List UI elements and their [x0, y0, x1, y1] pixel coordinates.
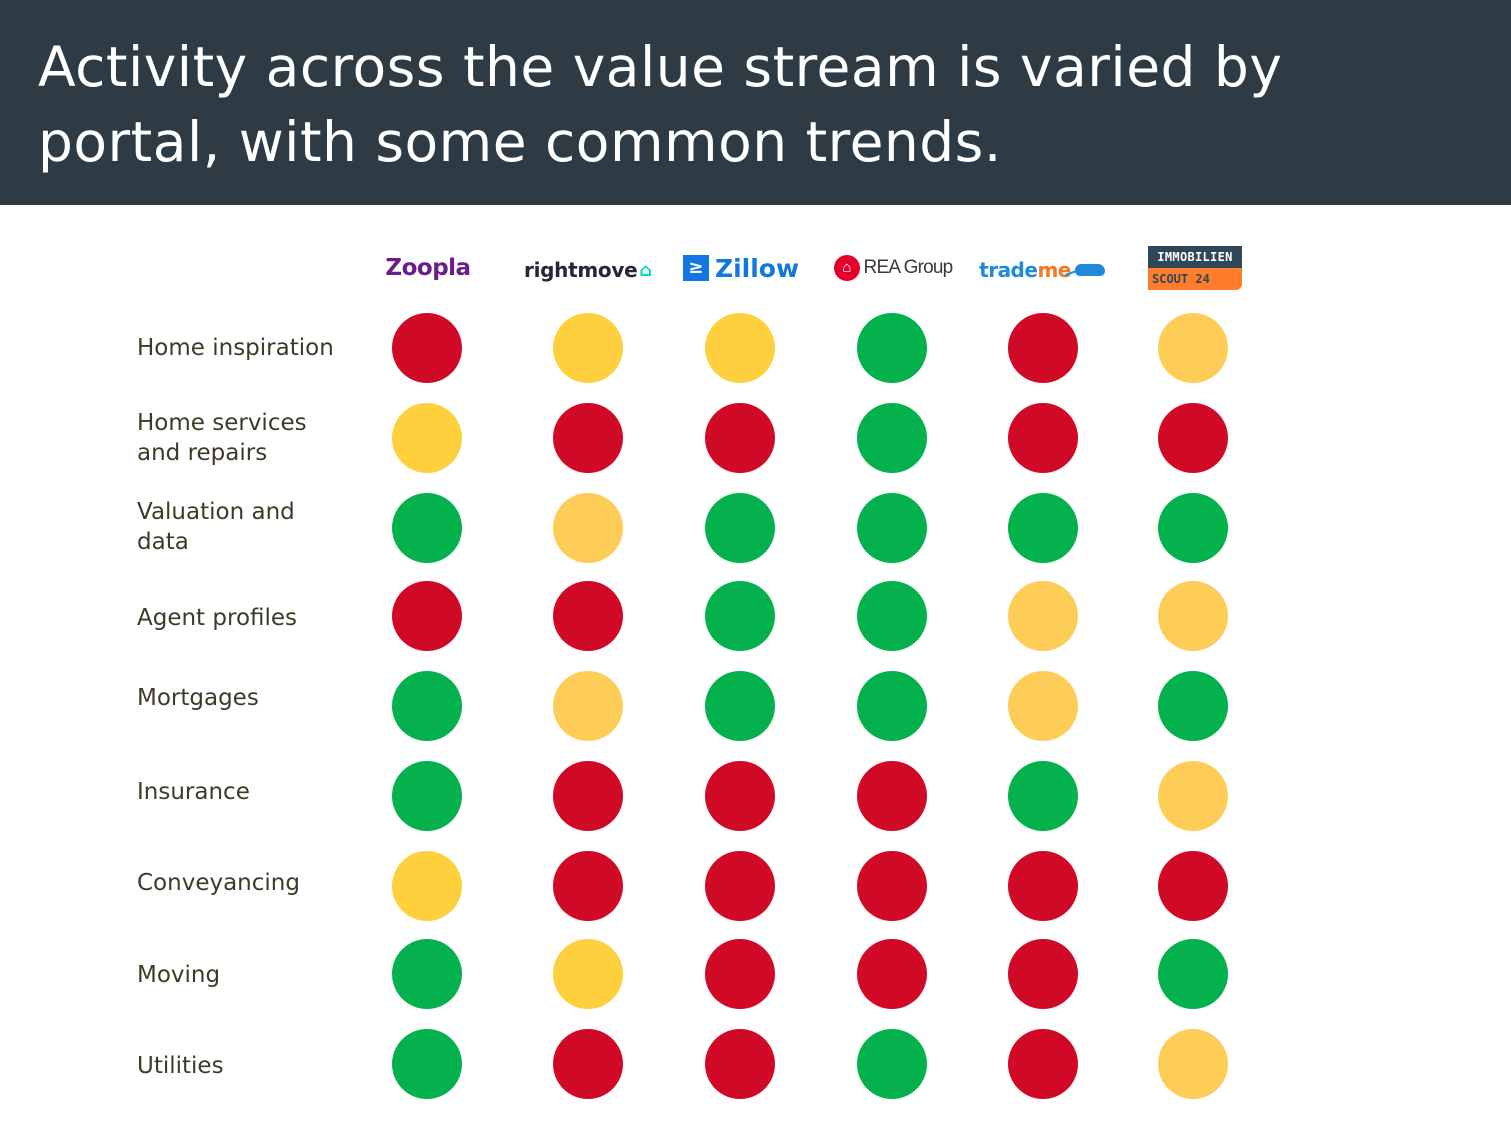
logo-trademe: trade me: [972, 250, 1112, 290]
status-dot-red: [857, 851, 927, 921]
status-dot-red: [705, 761, 775, 831]
status-dot-light-yellow: [1008, 671, 1078, 741]
status-dot-green: [392, 671, 462, 741]
house-icon: ⌂: [639, 259, 652, 281]
row-label: Mortgages: [137, 685, 259, 711]
status-dot-light-yellow: [1158, 313, 1228, 383]
status-dot-green: [705, 493, 775, 563]
status-dot-red: [705, 403, 775, 473]
status-dot-red: [553, 851, 623, 921]
logo-immo-bottom-text: SCOUT 24: [1148, 268, 1242, 290]
status-dot-light-yellow: [1008, 581, 1078, 651]
status-dot-green: [857, 1029, 927, 1099]
status-dot-red: [857, 939, 927, 1009]
zillow-mark-icon: ≥: [682, 255, 709, 281]
status-dot-green: [1008, 761, 1078, 831]
status-dot-red: [553, 761, 623, 831]
status-dot-red: [705, 939, 775, 1009]
status-dot-red: [1008, 851, 1078, 921]
status-dot-red: [1008, 403, 1078, 473]
status-dot-light-yellow: [1158, 581, 1228, 651]
status-dot-red: [857, 761, 927, 831]
status-dot-red: [553, 403, 623, 473]
status-dot-green: [1158, 493, 1228, 563]
status-dot-green: [857, 403, 927, 473]
page-title: Activity across the value stream is vari…: [38, 35, 1283, 174]
status-dot-light-yellow: [553, 493, 623, 563]
status-dot-red: [392, 313, 462, 383]
logo-zillow-text: Zillow: [714, 253, 800, 283]
status-dot-red: [553, 1029, 623, 1099]
logo-zoopla: Zoopla: [378, 248, 478, 288]
row-label: Valuation and data: [137, 499, 295, 555]
status-dot-green: [392, 493, 462, 563]
status-dot-light-yellow: [553, 671, 623, 741]
status-dot-red: [553, 581, 623, 651]
status-dot-yellow: [553, 313, 623, 383]
logo-rightmove-text: rightmove: [524, 258, 638, 282]
status-dot-green: [392, 761, 462, 831]
status-dot-green: [857, 671, 927, 741]
status-dot-green: [1158, 671, 1228, 741]
logo-immo-top-text: IMMOBILIEN: [1148, 246, 1242, 268]
row-label: Home inspiration: [137, 335, 334, 361]
status-dot-red: [705, 851, 775, 921]
row-label: Insurance: [137, 779, 250, 805]
row-label: Conveyancing: [137, 870, 300, 896]
row-label: Home services and repairs: [137, 410, 307, 466]
status-dot-green: [1008, 493, 1078, 563]
status-dot-red: [705, 1029, 775, 1099]
status-dot-yellow: [392, 403, 462, 473]
kiwi-icon: [1074, 264, 1105, 276]
status-dot-red: [1158, 851, 1228, 921]
logo-rightmove: rightmove ⌂: [512, 250, 664, 290]
row-label: Utilities: [137, 1053, 224, 1079]
status-dot-red: [1008, 939, 1078, 1009]
status-dot-green: [857, 493, 927, 563]
status-dot-yellow: [553, 939, 623, 1009]
status-dot-green: [857, 313, 927, 383]
status-dot-green: [392, 1029, 462, 1099]
logo-trademe-text: trade: [979, 258, 1038, 282]
logo-zoopla-text: Zoopla: [385, 255, 471, 281]
status-dot-green: [705, 581, 775, 651]
status-dot-yellow: [705, 313, 775, 383]
status-dot-green: [392, 939, 462, 1009]
status-dot-red: [1008, 1029, 1078, 1099]
status-dot-red: [1158, 403, 1228, 473]
header-bar: Activity across the value stream is vari…: [0, 0, 1511, 205]
row-label: Moving: [137, 962, 221, 988]
logo-immobilienscout24: IMMOBILIEN SCOUT 24: [1148, 246, 1242, 292]
status-dot-red: [392, 581, 462, 651]
status-dot-green: [1158, 939, 1228, 1009]
status-dot-light-yellow: [1158, 761, 1228, 831]
logo-rea-text: REA Group: [863, 257, 954, 278]
logo-rea-group: ⌂ REA Group: [832, 248, 954, 288]
row-label: Agent profiles: [137, 605, 298, 631]
status-dot-green: [705, 671, 775, 741]
logo-trademe-accent: me: [1037, 258, 1071, 282]
logo-zillow: ≥ Zillow: [680, 248, 802, 288]
status-dot-yellow: [392, 851, 462, 921]
status-dot-light-yellow: [1158, 1029, 1228, 1099]
rea-house-icon: ⌂: [833, 255, 860, 281]
status-dot-green: [857, 581, 927, 651]
status-dot-red: [1008, 313, 1078, 383]
